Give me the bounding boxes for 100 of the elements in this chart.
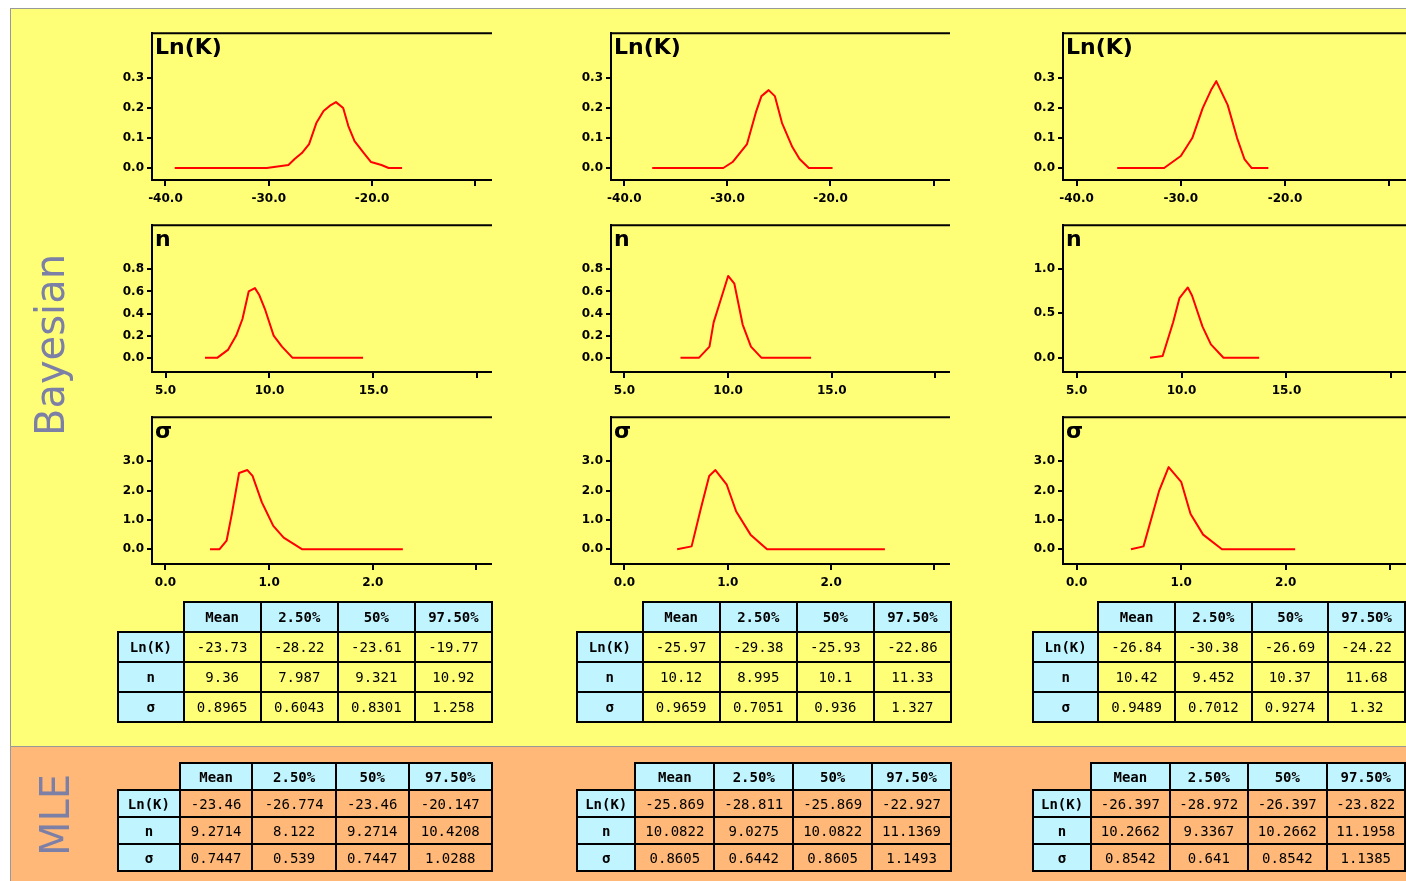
text: -26.397 — [1100, 795, 1160, 812]
category-label: Mean — [1091, 763, 1170, 790]
y-tick-label: 0.2 — [581, 327, 603, 342]
text: 1.1493 — [886, 849, 937, 866]
x-tick-label: 2.0 — [820, 575, 842, 590]
y-tick-label: 0.2 — [122, 100, 144, 115]
text: 8.995 — [737, 669, 780, 685]
x-tick-label: -30.0 — [1163, 191, 1199, 206]
text: 0.8542 — [1261, 849, 1313, 866]
x-tick-label: 0.0 — [1065, 575, 1088, 590]
text: 0.8605 — [649, 849, 701, 866]
x-tick-label: -20.0 — [1267, 191, 1303, 206]
category-label: σ — [1057, 849, 1067, 866]
text: -26.84 — [1111, 639, 1162, 655]
text: -20.147 — [420, 795, 480, 812]
text: 0.6043 — [273, 699, 325, 715]
x-tick-label: 2.0 — [362, 575, 384, 590]
x-tick-label: 10.0 — [254, 383, 285, 398]
text: 10.1 — [818, 669, 853, 685]
category-label: 97.50% — [872, 763, 951, 790]
text: 8.122 — [273, 822, 316, 839]
category-label: Ln(K) — [129, 639, 172, 655]
category-label: 2.50% — [260, 602, 338, 632]
x-tick-label: -40.0 — [607, 191, 642, 206]
category-label: 97.50% — [408, 763, 492, 790]
y-tick-label: 0.0 — [1033, 349, 1055, 364]
text: 0.8965 — [196, 699, 248, 715]
text: -23.61 — [351, 639, 402, 655]
text: -19.77 — [428, 639, 479, 655]
category-label: Mean — [635, 763, 715, 790]
category-label: n — [144, 822, 154, 839]
text: 10.92 — [432, 669, 475, 685]
y-tick-label: 1.0 — [1033, 260, 1055, 275]
y-tick-label: 0.2 — [1033, 100, 1055, 115]
y-tick-label: 1.0 — [122, 512, 144, 527]
text: 0.8542 — [1105, 849, 1156, 866]
y-tick-label: 0.1 — [581, 130, 603, 145]
x-tick-label: 5.0 — [1066, 383, 1088, 398]
text: 7.987 — [278, 669, 321, 685]
text: -25.869 — [645, 795, 705, 812]
text: 10.0822 — [645, 822, 705, 839]
y-tick-label: 0.5 — [1033, 305, 1055, 320]
x-tick-label: -30.0 — [710, 191, 745, 206]
y-tick-label: 0.0 — [1033, 160, 1055, 175]
text: -24.22 — [1341, 639, 1392, 655]
text: 10.12 — [660, 669, 703, 685]
category-label: n — [605, 669, 615, 685]
x-tick-label: 1.0 — [1170, 575, 1192, 590]
x-tick-label: 10.0 — [1166, 383, 1197, 398]
text: -26.774 — [264, 795, 324, 812]
text: 10.2662 — [1100, 822, 1160, 839]
text: 9.0275 — [728, 822, 780, 839]
category-label: Mean — [179, 763, 253, 790]
chart-title: σ — [614, 417, 632, 443]
category-label: Ln(K) — [1040, 795, 1084, 812]
y-tick-label: 0.0 — [122, 160, 144, 175]
x-tick-label: 10.0 — [713, 383, 743, 398]
text: 9.3367 — [1183, 822, 1235, 839]
text: -28.22 — [273, 639, 325, 655]
text: 10.0822 — [803, 822, 863, 839]
y-tick-label: 0.0 — [581, 349, 603, 364]
x-tick-label: 2.0 — [1275, 575, 1297, 590]
text: -25.93 — [810, 639, 861, 655]
y-tick-label: 0.4 — [122, 305, 144, 320]
text: -23.46 — [190, 795, 242, 812]
y-tick-label: 0.2 — [581, 100, 603, 115]
x-tick-label: 15.0 — [358, 383, 389, 398]
y-tick-label: 0.0 — [1033, 541, 1055, 556]
category-label: 97.50% — [1328, 602, 1405, 632]
text: -23.46 — [346, 795, 398, 812]
x-tick-label: -20.0 — [354, 191, 390, 206]
x-tick-label: 1.0 — [258, 575, 280, 590]
y-tick-label: 0.8 — [581, 261, 603, 276]
category-label: 50% — [1248, 763, 1327, 790]
chart-title: Ln(K) — [614, 33, 681, 59]
y-tick-label: 2.0 — [581, 482, 603, 497]
x-tick-label: 15.0 — [1271, 383, 1302, 398]
y-tick-label: 3.0 — [122, 453, 144, 468]
y-tick-label: 0.6 — [122, 283, 144, 298]
text: 0.9274 — [1264, 699, 1316, 715]
category-label: n — [146, 669, 156, 685]
x-tick-label: 15.0 — [817, 383, 847, 398]
text: 0.7447 — [346, 849, 398, 866]
x-tick-label: -40.0 — [148, 191, 183, 206]
category-label: σ — [1061, 699, 1070, 715]
text: 0.9489 — [1111, 699, 1162, 715]
category-label: n — [601, 822, 611, 839]
y-tick-label: 1.0 — [1033, 512, 1055, 527]
text: 11.1958 — [1336, 822, 1396, 839]
x-tick-label: 0.0 — [613, 575, 636, 590]
text: Bayesian — [27, 253, 74, 437]
text: -30.38 — [1187, 639, 1239, 655]
y-tick-label: 0.0 — [581, 541, 603, 556]
text: 11.1369 — [882, 822, 942, 839]
text: 10.42 — [1115, 669, 1158, 685]
category-label: σ — [605, 699, 615, 715]
chart-title: n — [1066, 225, 1082, 251]
text: -22.927 — [882, 795, 942, 812]
text: 9.36 — [205, 669, 240, 685]
category-label: 97.50% — [1326, 763, 1405, 790]
